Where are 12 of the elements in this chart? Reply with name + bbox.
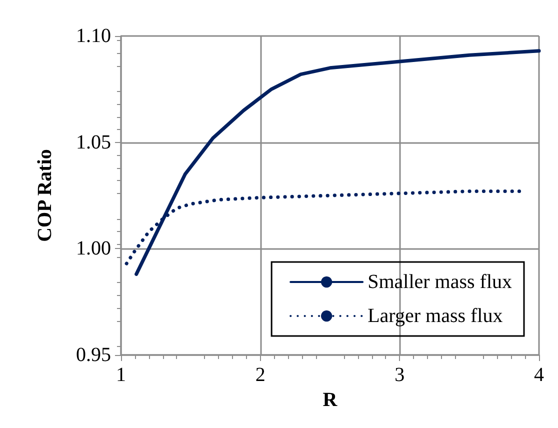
y-tick-label: 1.00 xyxy=(76,238,111,260)
legend-label: Larger mass flux xyxy=(368,305,503,327)
x-tick-label: 2 xyxy=(255,364,266,386)
x-tick-label: 3 xyxy=(394,364,405,386)
x-tick-label: 1 xyxy=(116,364,126,386)
y-axis-title: COP Ratio xyxy=(34,149,56,242)
legend-label: Smaller mass flux xyxy=(368,271,512,293)
y-tick-label: 1.05 xyxy=(76,131,111,154)
x-axis-title: R xyxy=(322,388,338,411)
x-tick-label: 4 xyxy=(534,364,544,386)
y-tick-label: 1.10 xyxy=(76,25,111,47)
y-tick-label: 0.95 xyxy=(76,344,111,366)
